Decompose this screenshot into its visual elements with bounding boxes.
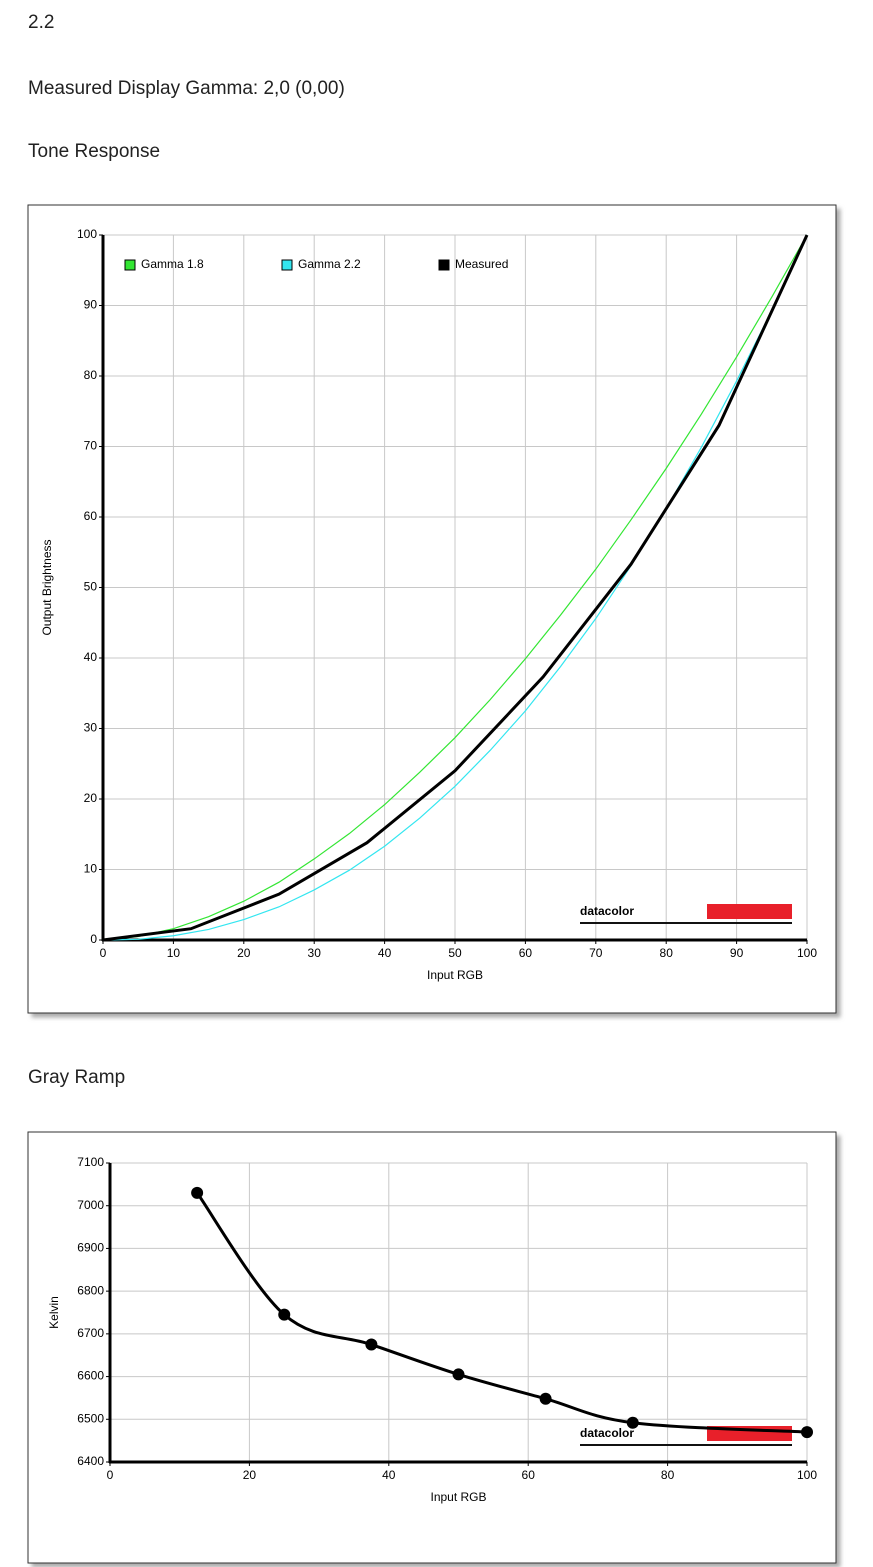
y-tick-label: 70 (84, 439, 98, 453)
y-tick-label: 10 (84, 862, 98, 876)
y-tick-label: 6900 (77, 1241, 104, 1255)
y-tick-label: 30 (84, 721, 98, 735)
data-point (365, 1338, 378, 1351)
chart-heading: Gray Ramp (28, 1067, 126, 1088)
watermark: datacolor (580, 904, 634, 918)
data-point (801, 1426, 813, 1439)
legend-label: Measured (455, 257, 508, 271)
y-tick-label: 7100 (77, 1155, 104, 1169)
series-line (102, 234, 809, 942)
y-tick-label: 0 (90, 932, 97, 946)
y-axis-title: Output Brightness (40, 539, 54, 635)
x-tick-label: 100 (797, 1468, 817, 1482)
data-point (452, 1368, 465, 1381)
legend-swatch (281, 259, 293, 271)
y-tick-label: 80 (84, 368, 98, 382)
y-tick-label: 6700 (77, 1326, 104, 1340)
x-tick-label: 90 (730, 946, 744, 960)
data-point (539, 1392, 552, 1405)
data-point (278, 1308, 291, 1321)
x-tick-label: 80 (661, 1468, 675, 1482)
data-point (626, 1416, 639, 1429)
y-tick-label: 20 (84, 791, 98, 805)
x-axis-title: Input RGB (430, 1490, 486, 1504)
x-tick-label: 80 (660, 946, 674, 960)
chart-frame (27, 204, 837, 1014)
chart-frame (27, 1131, 837, 1564)
x-tick-label: 20 (243, 1468, 257, 1482)
y-tick-label: 6500 (77, 1411, 104, 1425)
x-tick-label: 10 (167, 946, 181, 960)
y-tick-label: 6600 (77, 1369, 104, 1383)
data-point (191, 1186, 204, 1199)
y-tick-label: 6800 (77, 1283, 104, 1297)
watermark-bar (707, 904, 792, 919)
series-line (102, 234, 808, 941)
legend-label: Gamma 1.8 (141, 257, 204, 271)
y-tick-label: 40 (84, 650, 98, 664)
y-tick-label: 6400 (77, 1454, 104, 1468)
x-tick-label: 0 (107, 1468, 114, 1482)
y-tick-label: 7000 (77, 1198, 104, 1212)
y-tick-label: 100 (77, 227, 97, 241)
x-tick-label: 50 (448, 946, 462, 960)
x-tick-label: 60 (522, 1468, 536, 1482)
legend-label: Gamma 2.2 (298, 257, 361, 271)
measured-gamma: Measured Display Gamma: 2,0 (0,00) (28, 78, 345, 99)
legend-swatch (438, 259, 450, 271)
x-axis-title: Input RGB (427, 968, 483, 982)
chart-heading: Tone Response (28, 141, 161, 162)
x-tick-label: 20 (237, 946, 251, 960)
y-tick-label: 90 (84, 298, 98, 312)
x-tick-label: 60 (519, 946, 533, 960)
gamma-target: 2.2 (28, 12, 55, 33)
x-tick-label: 0 (100, 946, 107, 960)
watermark: datacolor (580, 1426, 634, 1440)
x-tick-label: 30 (308, 946, 322, 960)
legend-swatch (124, 259, 136, 271)
x-tick-label: 70 (589, 946, 603, 960)
series-line (102, 234, 808, 941)
x-tick-label: 40 (378, 946, 392, 960)
y-tick-label: 50 (84, 580, 98, 594)
x-tick-label: 100 (797, 946, 817, 960)
y-axis-title: Kelvin (47, 1296, 61, 1329)
y-tick-label: 60 (84, 509, 98, 523)
x-tick-label: 40 (382, 1468, 396, 1482)
